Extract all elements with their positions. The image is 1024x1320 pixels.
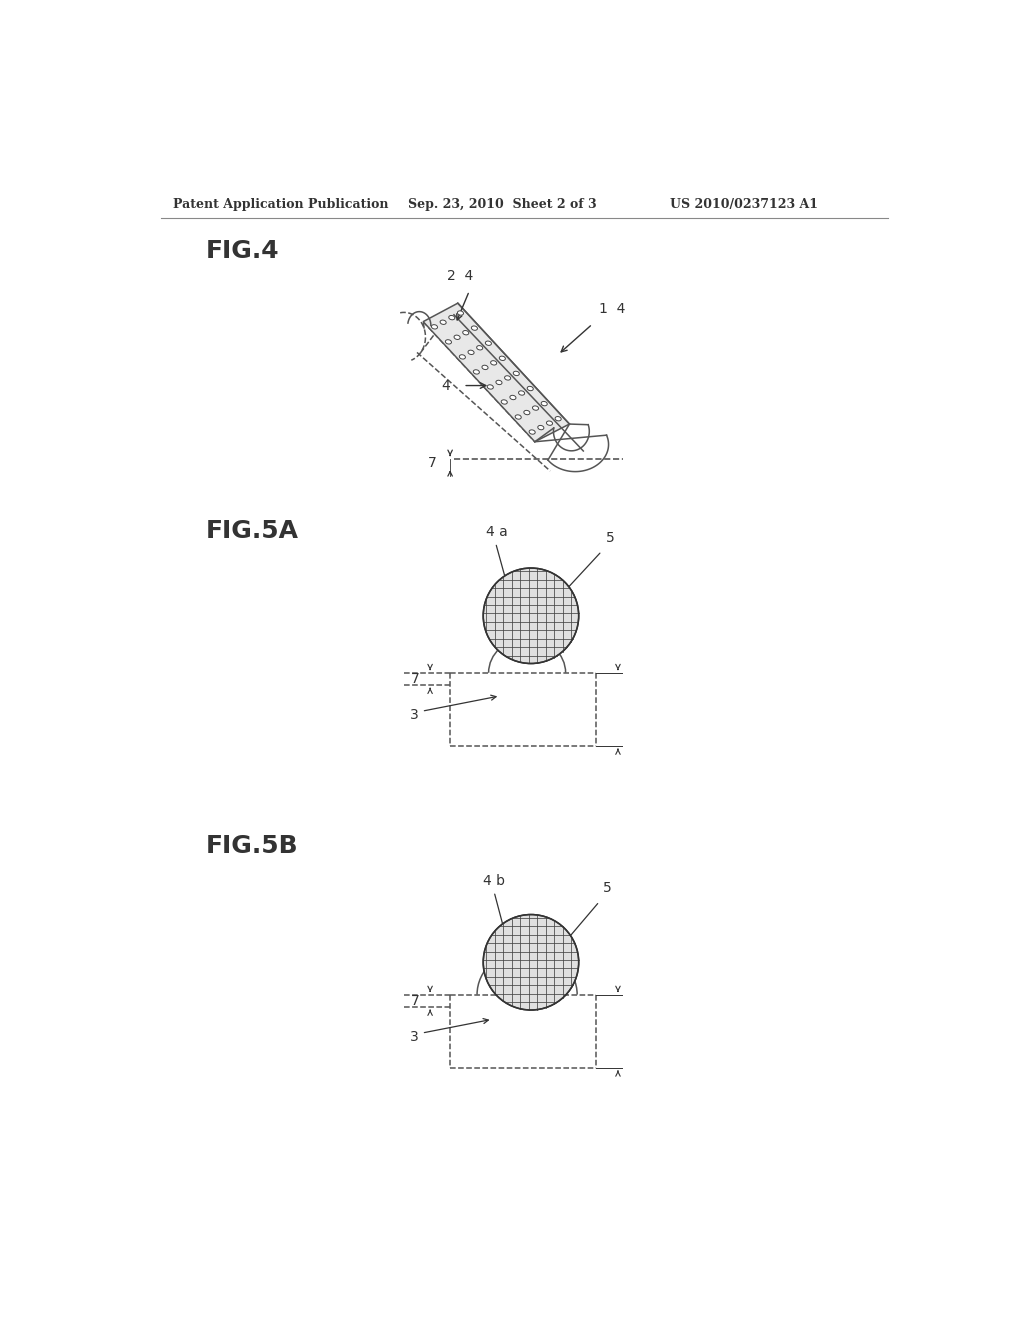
Circle shape — [483, 915, 579, 1010]
Ellipse shape — [501, 400, 507, 404]
Text: 2  4: 2 4 — [447, 269, 473, 284]
Text: FIG.5B: FIG.5B — [206, 834, 299, 858]
Polygon shape — [423, 304, 569, 442]
Ellipse shape — [518, 391, 524, 395]
Ellipse shape — [449, 315, 455, 319]
Ellipse shape — [547, 421, 553, 425]
Ellipse shape — [471, 326, 477, 330]
Text: 7: 7 — [428, 457, 437, 470]
Ellipse shape — [487, 385, 494, 389]
Ellipse shape — [473, 370, 479, 374]
Ellipse shape — [496, 380, 502, 384]
Text: FIG.5A: FIG.5A — [206, 519, 299, 543]
Ellipse shape — [515, 414, 521, 420]
Ellipse shape — [431, 325, 437, 329]
Ellipse shape — [513, 371, 519, 376]
Ellipse shape — [532, 407, 539, 411]
Ellipse shape — [541, 401, 547, 405]
Ellipse shape — [524, 411, 529, 414]
Text: 3: 3 — [410, 708, 419, 722]
Text: 4: 4 — [441, 379, 451, 392]
Text: 4 b: 4 b — [483, 874, 505, 887]
Ellipse shape — [555, 417, 561, 421]
Text: 1  4: 1 4 — [599, 302, 625, 317]
Ellipse shape — [440, 319, 446, 325]
Ellipse shape — [538, 425, 544, 430]
Text: 7: 7 — [411, 994, 419, 1007]
Text: 3: 3 — [410, 1030, 419, 1044]
Ellipse shape — [510, 395, 516, 400]
Ellipse shape — [476, 346, 482, 350]
Circle shape — [483, 568, 579, 664]
Text: FIG.4: FIG.4 — [206, 239, 280, 263]
Text: US 2010/0237123 A1: US 2010/0237123 A1 — [670, 198, 817, 211]
Ellipse shape — [458, 310, 464, 315]
Ellipse shape — [460, 355, 466, 359]
Text: 4 a: 4 a — [486, 525, 508, 539]
Ellipse shape — [485, 341, 492, 346]
Ellipse shape — [500, 356, 506, 360]
Ellipse shape — [468, 350, 474, 355]
Ellipse shape — [463, 330, 469, 335]
Text: 5: 5 — [603, 882, 612, 895]
Text: 5: 5 — [605, 531, 614, 545]
Text: Sep. 23, 2010  Sheet 2 of 3: Sep. 23, 2010 Sheet 2 of 3 — [408, 198, 596, 211]
Text: Patent Application Publication: Patent Application Publication — [173, 198, 388, 211]
Ellipse shape — [529, 430, 536, 434]
Text: 7: 7 — [411, 672, 419, 686]
Ellipse shape — [445, 339, 452, 345]
Ellipse shape — [490, 360, 497, 366]
Ellipse shape — [505, 376, 511, 380]
Ellipse shape — [482, 366, 488, 370]
Ellipse shape — [454, 335, 460, 339]
Ellipse shape — [527, 387, 534, 391]
